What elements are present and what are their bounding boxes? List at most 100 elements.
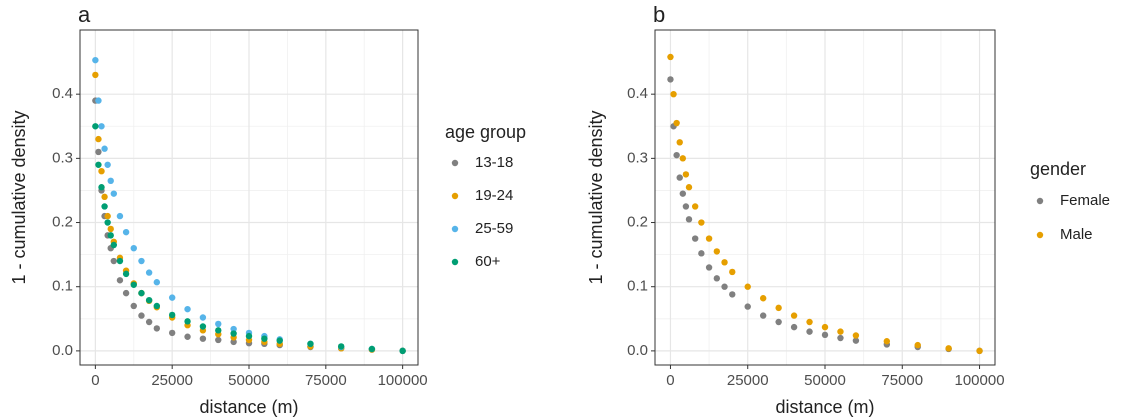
point: [122, 270, 130, 278]
legend-label: 13-18: [475, 154, 513, 171]
point: [98, 123, 105, 130]
point: [130, 302, 137, 310]
point: [101, 193, 108, 201]
point: [230, 330, 237, 337]
point: [399, 347, 406, 355]
x-tick-label: 75000: [881, 372, 923, 389]
point: [790, 323, 798, 331]
point: [230, 338, 237, 346]
x-tick-label: 100000: [378, 372, 428, 389]
panel-label: b: [653, 2, 665, 27]
point: [691, 235, 699, 242]
point: [95, 135, 102, 143]
x-tick-label: 100000: [955, 372, 1005, 389]
point: [104, 219, 111, 226]
point: [759, 312, 767, 319]
y-tick-label: 0.2: [52, 213, 73, 230]
x-tick-label: 75000: [305, 372, 347, 389]
point: [685, 216, 693, 223]
point: [676, 139, 683, 146]
panel-label: a: [78, 2, 91, 27]
point: [153, 279, 161, 286]
x-tick-label: 50000: [228, 372, 270, 389]
x-tick-label: 0: [91, 372, 99, 389]
legend-label: Female: [1060, 192, 1110, 209]
legend-label: 25-59: [475, 220, 513, 237]
point: [101, 145, 108, 152]
panel-border: [654, 29, 996, 366]
x-axis-title: distance (m): [775, 397, 874, 417]
point: [691, 203, 699, 210]
y-tick-label: 0.1: [627, 278, 648, 295]
point: [790, 312, 798, 319]
point: [104, 161, 111, 168]
point: [744, 283, 751, 290]
legend-swatch: [451, 192, 459, 200]
point: [153, 302, 161, 310]
point: [122, 289, 130, 297]
point: [138, 312, 145, 319]
point: [837, 334, 844, 342]
x-tick-label: 0: [666, 372, 674, 389]
point: [261, 335, 268, 342]
point: [245, 332, 253, 340]
point: [184, 333, 191, 340]
legend-swatch: [451, 159, 459, 167]
point: [667, 76, 674, 83]
point: [883, 338, 891, 345]
point: [729, 268, 736, 276]
point: [705, 264, 713, 271]
point: [775, 304, 782, 312]
point: [698, 250, 705, 257]
point: [698, 219, 705, 226]
point: [130, 244, 137, 252]
point: [744, 303, 751, 310]
point: [775, 318, 782, 326]
point: [116, 212, 124, 220]
point: [107, 232, 114, 239]
point: [168, 311, 176, 319]
point: [713, 275, 721, 282]
point: [110, 241, 118, 249]
point: [199, 323, 207, 330]
point: [92, 71, 99, 79]
point: [729, 291, 736, 298]
point: [682, 171, 690, 178]
y-tick-label: 0.0: [627, 342, 648, 359]
x-tick-label: 25000: [727, 372, 769, 389]
point: [685, 184, 693, 191]
point: [337, 343, 345, 350]
point: [107, 225, 114, 233]
point: [145, 296, 153, 304]
y-tick-label: 0.1: [52, 278, 73, 295]
point: [215, 320, 222, 328]
point: [98, 167, 105, 175]
y-axis-title: 1 - cumulative density: [586, 110, 606, 284]
point: [721, 283, 728, 290]
x-tick-label: 50000: [804, 372, 846, 389]
point: [107, 177, 114, 185]
point: [852, 332, 860, 339]
point: [705, 235, 713, 242]
panel-border: [79, 29, 419, 366]
y-tick-label: 0.2: [627, 213, 648, 230]
point: [837, 328, 844, 335]
point: [667, 53, 674, 61]
legend-swatch: [1036, 197, 1044, 205]
point: [184, 305, 191, 313]
point: [673, 151, 680, 159]
point: [215, 336, 222, 344]
point: [945, 345, 952, 352]
point: [98, 184, 105, 191]
point: [679, 190, 687, 197]
point: [92, 56, 99, 64]
point: [676, 174, 683, 181]
point: [673, 119, 680, 127]
legend-title: age group: [445, 122, 526, 142]
point: [713, 248, 721, 255]
point: [852, 337, 860, 344]
point: [806, 328, 813, 335]
point: [199, 335, 207, 342]
point: [307, 340, 314, 348]
